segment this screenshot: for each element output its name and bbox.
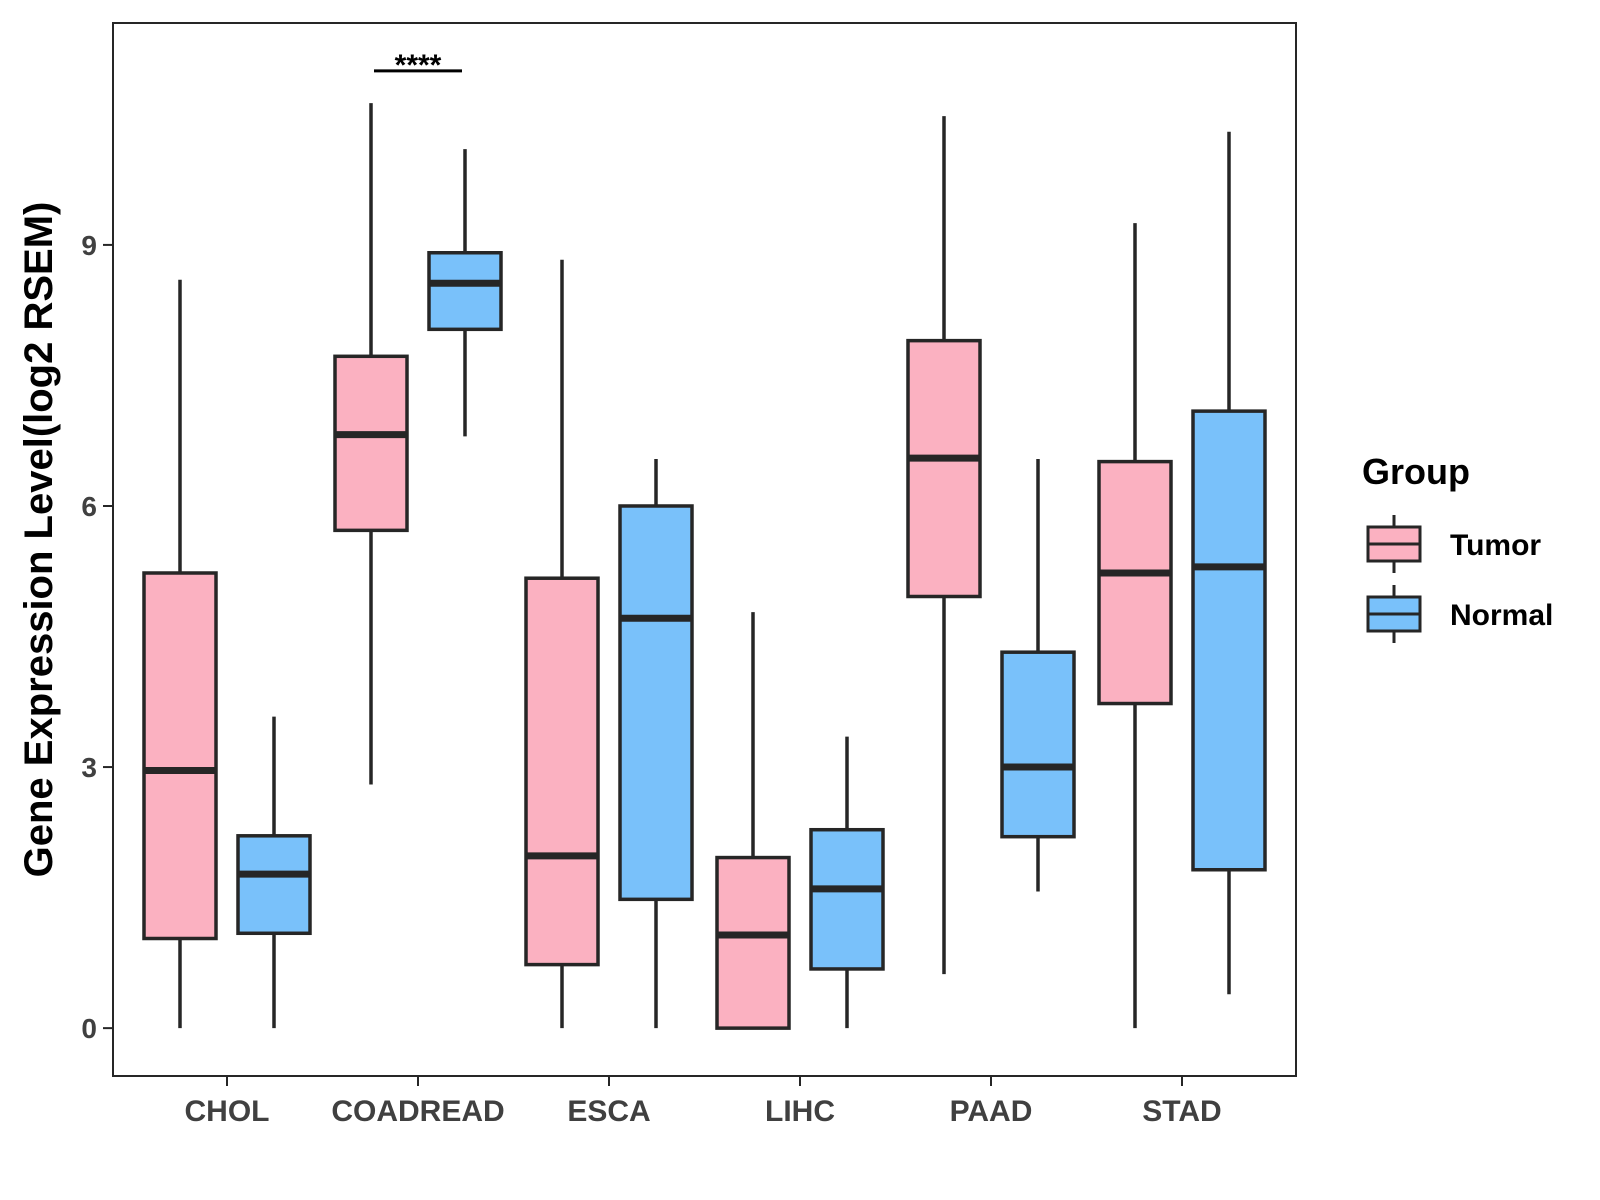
x-tick-label-paad: PAAD: [950, 1095, 1033, 1128]
x-tick-label-lihc: LIHC: [765, 1095, 835, 1128]
legend-label-tumor: Tumor: [1450, 529, 1541, 562]
iqr-box-lihc-tumor: [715, 855, 791, 1030]
legend: Group Tumor Normal: [1362, 451, 1553, 643]
box-chol-normal: [236, 716, 312, 1029]
box-lihc-tumor: [715, 612, 791, 1030]
iqr-box-coadread-normal: [427, 250, 503, 332]
x-tick-label-chol: CHOL: [185, 1095, 270, 1128]
iqr-box-esca-normal: [618, 504, 694, 902]
y-axis: 0 3 6 9: [81, 230, 113, 1044]
y-tick-label: 0: [81, 1013, 97, 1044]
x-tick-label-stad: STAD: [1142, 1095, 1221, 1128]
significance-annotations: ****: [374, 49, 462, 82]
box-coadread-normal: [427, 149, 503, 437]
box-esca-tumor: [524, 259, 600, 1029]
legend-item-tumor: Tumor: [1366, 515, 1541, 573]
box-esca-normal: [618, 458, 694, 1029]
x-tick-label-coadread: COADREAD: [331, 1095, 504, 1128]
iqr-box-stad-tumor: [1097, 459, 1173, 706]
box-lihc-normal: [809, 736, 885, 1029]
x-axis: CHOL COADREAD ESCA LIHC PAAD STAD: [185, 1076, 1222, 1128]
box-coadread-tumor: [333, 103, 409, 785]
iqr-box-chol-tumor: [142, 571, 218, 941]
plot-frame: [112, 22, 1297, 1077]
iqr-box-paad-normal: [1000, 650, 1076, 839]
box-stad-normal: [1191, 131, 1267, 995]
legend-title: Group: [1362, 451, 1470, 492]
y-tick-label: 6: [81, 491, 97, 522]
y-tick-label: 9: [81, 230, 97, 261]
box-paad-tumor: [906, 116, 982, 975]
iqr-box-coadread-tumor: [333, 354, 409, 533]
box-chol-tumor: [142, 279, 218, 1029]
significance-label: ****: [395, 49, 442, 82]
iqr-box-esca-tumor: [524, 576, 600, 967]
box-paad-normal: [1000, 458, 1076, 892]
y-axis-title: Gene Expression Level(log2 RSEM): [17, 202, 61, 878]
legend-item-normal: Normal: [1366, 585, 1553, 643]
iqr-box-stad-normal: [1191, 409, 1267, 872]
y-tick-label: 3: [81, 752, 97, 783]
legend-label-normal: Normal: [1450, 599, 1553, 632]
iqr-box-paad-tumor: [906, 338, 982, 599]
plot-boxes: [142, 103, 1267, 1030]
iqr-box-lihc-normal: [809, 827, 885, 971]
box-stad-tumor: [1097, 223, 1173, 1029]
x-tick-label-esca: ESCA: [567, 1095, 650, 1128]
iqr-box-chol-normal: [236, 834, 312, 936]
